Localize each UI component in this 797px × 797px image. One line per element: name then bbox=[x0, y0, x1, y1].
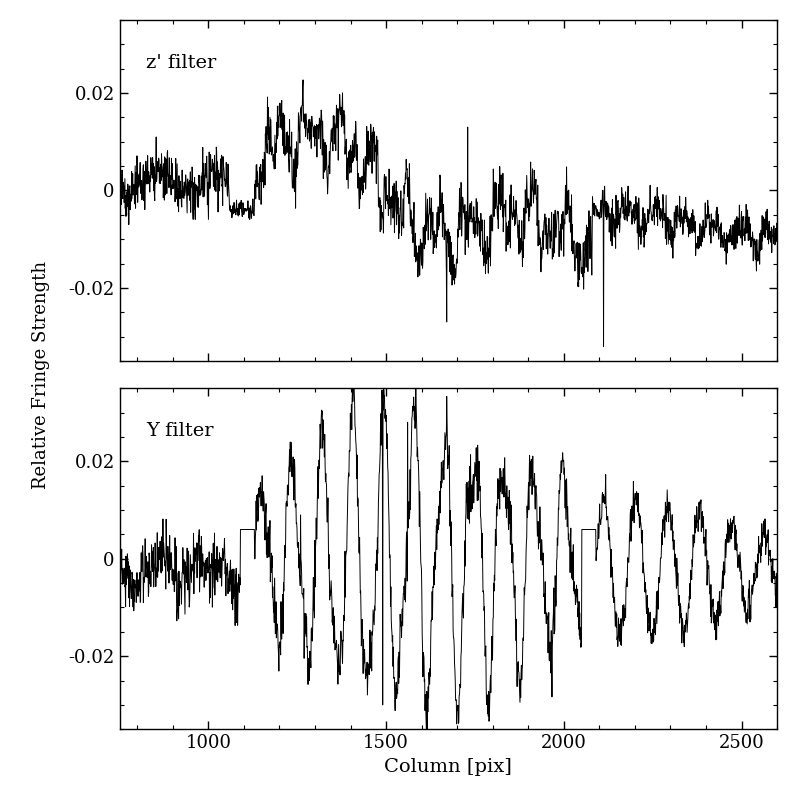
Text: Y filter: Y filter bbox=[146, 422, 214, 440]
X-axis label: Column [pix]: Column [pix] bbox=[384, 758, 512, 775]
Text: z' filter: z' filter bbox=[146, 54, 216, 72]
Text: Relative Fringe Strength: Relative Fringe Strength bbox=[32, 261, 50, 489]
